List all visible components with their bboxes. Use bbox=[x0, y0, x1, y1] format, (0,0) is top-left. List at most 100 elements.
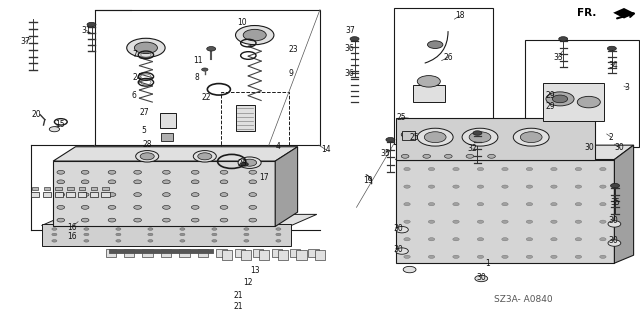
Circle shape bbox=[520, 132, 542, 143]
Circle shape bbox=[116, 228, 121, 230]
Bar bbox=[160, 113, 176, 128]
Circle shape bbox=[477, 185, 484, 188]
Text: 16: 16 bbox=[67, 232, 77, 241]
Circle shape bbox=[236, 26, 274, 45]
Circle shape bbox=[134, 193, 141, 197]
Bar bbox=[42, 224, 291, 246]
Circle shape bbox=[526, 255, 532, 258]
Circle shape bbox=[475, 275, 488, 282]
Bar bbox=[222, 250, 232, 260]
Text: 30: 30 bbox=[614, 143, 625, 152]
Bar bbox=[101, 192, 110, 197]
Circle shape bbox=[220, 205, 228, 209]
Circle shape bbox=[57, 218, 65, 222]
Circle shape bbox=[108, 205, 116, 209]
Circle shape bbox=[575, 220, 582, 223]
Text: FR.: FR. bbox=[577, 8, 596, 18]
Circle shape bbox=[453, 167, 460, 171]
Circle shape bbox=[249, 180, 257, 184]
Bar bbox=[236, 105, 255, 131]
Circle shape bbox=[202, 68, 208, 71]
Bar bbox=[259, 250, 269, 260]
Text: 19: 19 bbox=[363, 176, 373, 185]
Bar bbox=[241, 250, 251, 260]
Circle shape bbox=[244, 233, 249, 236]
Bar bbox=[90, 192, 98, 197]
Text: 7: 7 bbox=[132, 50, 137, 59]
Circle shape bbox=[108, 193, 116, 197]
Circle shape bbox=[243, 29, 266, 41]
Circle shape bbox=[404, 220, 410, 223]
Circle shape bbox=[502, 185, 508, 188]
Text: 30: 30 bbox=[608, 236, 618, 245]
Bar bbox=[161, 249, 171, 257]
Bar bbox=[79, 187, 85, 190]
Circle shape bbox=[401, 131, 414, 138]
Circle shape bbox=[57, 193, 65, 197]
Text: 4: 4 bbox=[276, 142, 281, 151]
Bar bbox=[44, 187, 50, 190]
Text: 18: 18 bbox=[455, 11, 464, 20]
Bar bbox=[43, 192, 51, 197]
Circle shape bbox=[396, 226, 408, 233]
Text: 30: 30 bbox=[476, 273, 486, 282]
Circle shape bbox=[52, 233, 57, 236]
Text: 11: 11 bbox=[194, 56, 203, 65]
Circle shape bbox=[148, 240, 153, 242]
Polygon shape bbox=[613, 8, 635, 19]
Bar bbox=[315, 250, 325, 260]
Circle shape bbox=[180, 228, 185, 230]
Bar bbox=[198, 249, 208, 257]
Text: 29: 29 bbox=[545, 91, 556, 100]
Bar bbox=[413, 85, 445, 102]
Circle shape bbox=[575, 167, 582, 171]
Circle shape bbox=[526, 220, 532, 223]
Circle shape bbox=[611, 183, 620, 188]
Circle shape bbox=[57, 170, 65, 174]
Text: 5: 5 bbox=[141, 126, 147, 135]
Circle shape bbox=[116, 233, 121, 236]
Circle shape bbox=[148, 233, 153, 236]
Text: 34: 34 bbox=[608, 61, 618, 70]
Bar bbox=[396, 160, 614, 263]
Bar bbox=[253, 249, 264, 257]
Circle shape bbox=[238, 157, 261, 168]
Text: 31: 31 bbox=[81, 26, 92, 35]
Bar bbox=[124, 249, 134, 257]
Text: 23: 23 bbox=[288, 45, 298, 54]
Circle shape bbox=[134, 180, 141, 184]
Circle shape bbox=[453, 185, 460, 188]
Circle shape bbox=[404, 167, 410, 171]
Text: 14: 14 bbox=[321, 145, 332, 154]
Text: 33: 33 bbox=[553, 53, 563, 62]
Bar bbox=[271, 249, 282, 257]
Circle shape bbox=[163, 218, 170, 222]
Circle shape bbox=[600, 185, 606, 188]
Circle shape bbox=[462, 128, 498, 146]
Circle shape bbox=[87, 22, 96, 27]
Circle shape bbox=[477, 167, 484, 171]
Text: SZ3A- A0840: SZ3A- A0840 bbox=[494, 295, 553, 304]
Circle shape bbox=[249, 205, 257, 209]
Circle shape bbox=[127, 38, 165, 57]
Circle shape bbox=[453, 238, 460, 241]
Circle shape bbox=[550, 185, 557, 188]
Circle shape bbox=[526, 167, 532, 171]
Bar bbox=[278, 250, 288, 260]
Text: 6: 6 bbox=[132, 91, 137, 100]
Circle shape bbox=[607, 46, 616, 51]
Circle shape bbox=[526, 238, 532, 241]
Circle shape bbox=[453, 203, 460, 206]
Bar bbox=[95, 10, 320, 145]
Circle shape bbox=[502, 220, 508, 223]
Circle shape bbox=[445, 154, 452, 158]
Text: 25: 25 bbox=[396, 113, 406, 122]
Circle shape bbox=[108, 218, 116, 222]
Bar bbox=[308, 249, 319, 257]
Circle shape bbox=[84, 233, 89, 236]
Circle shape bbox=[428, 185, 435, 188]
Circle shape bbox=[220, 218, 228, 222]
Circle shape bbox=[417, 128, 453, 146]
Bar bbox=[54, 192, 63, 197]
Circle shape bbox=[502, 255, 508, 258]
